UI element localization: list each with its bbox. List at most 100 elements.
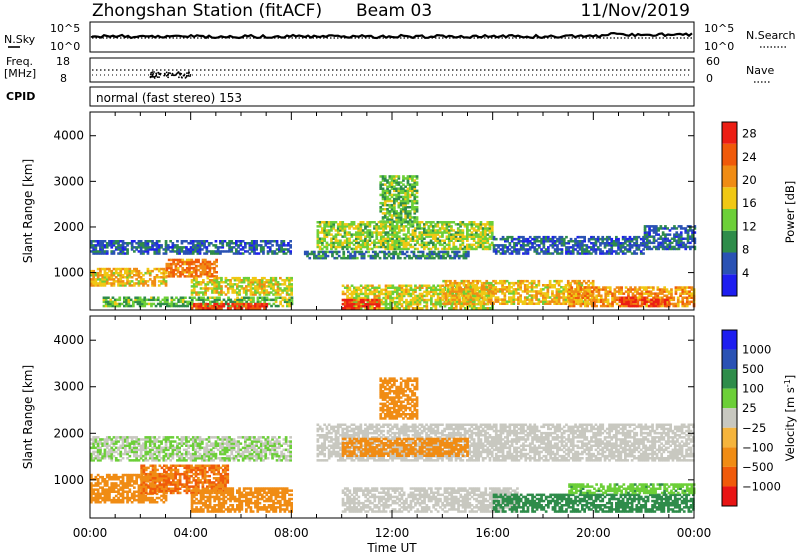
power-cell [249, 307, 253, 310]
power-cell [185, 262, 189, 266]
power-cell [408, 195, 412, 199]
power-cell [146, 271, 150, 275]
power-cell [542, 246, 546, 249]
power-cell [119, 269, 123, 273]
power-cell [479, 221, 483, 224]
power-cell [530, 290, 534, 293]
power-cell [197, 281, 201, 284]
power-cell [213, 287, 216, 290]
power-cell [117, 244, 120, 247]
power-cell [381, 197, 385, 201]
power-cell [350, 235, 354, 238]
power-cell [346, 300, 349, 304]
power-cell [402, 243, 406, 247]
power-cell [170, 273, 173, 276]
power-cell [577, 296, 580, 299]
power-cell [444, 281, 448, 285]
power-cell [457, 254, 461, 258]
power-cell [484, 233, 487, 236]
power-cell [639, 250, 643, 253]
power-cell [247, 276, 250, 280]
power-cell [211, 307, 214, 310]
freq-frame [89, 57, 695, 83]
power-cell [640, 290, 644, 293]
power-cell [661, 227, 665, 230]
power-cell [142, 280, 145, 283]
power-cell [686, 225, 690, 228]
power-cell [105, 244, 109, 247]
power-cell [356, 256, 359, 260]
power-cell [276, 281, 280, 284]
power-cell [487, 298, 491, 301]
power-cell [569, 252, 573, 255]
power-cell [425, 298, 429, 302]
power-cell [219, 252, 222, 255]
power-cell [386, 216, 389, 219]
power-cell [379, 183, 383, 186]
power-cell [450, 237, 453, 240]
power-cell [192, 285, 196, 288]
power-cell [231, 283, 235, 286]
power-cell [116, 298, 119, 302]
power-cell [652, 231, 656, 234]
power-cell [434, 290, 438, 294]
power-cell [557, 290, 561, 293]
power-cell [390, 206, 394, 209]
freq-dip-dot [155, 72, 158, 75]
freq-dip-dot [186, 72, 188, 74]
power-cell [174, 258, 178, 262]
power-cell [167, 258, 171, 262]
power-cell [398, 239, 401, 242]
power-cell [664, 235, 667, 238]
power-cell [576, 250, 580, 253]
power-cell [396, 286, 399, 289]
power-cell [249, 305, 253, 308]
nsky-panel: N.Sky 10^5 10^0 10^5 10^0 N.Search [4, 21, 796, 53]
power-cell [117, 246, 120, 249]
power-cell [411, 208, 414, 211]
power-cell [576, 246, 580, 249]
power-cell [353, 290, 356, 294]
power-cell [604, 304, 608, 308]
power-cell [432, 290, 435, 294]
power-cell [575, 292, 578, 295]
power-cell [597, 288, 601, 291]
power-cell [459, 235, 462, 238]
power-cell [681, 296, 685, 299]
power-cell [475, 223, 478, 226]
power-cell [249, 302, 253, 306]
power-cell [514, 298, 518, 301]
power-cell [388, 177, 392, 180]
power-cell [647, 294, 651, 297]
power-cell [364, 305, 367, 308]
power-cell [137, 276, 141, 279]
power-cell [461, 235, 465, 238]
power-cell [382, 223, 385, 226]
power-cell [668, 239, 672, 242]
power-cell [289, 244, 292, 247]
power-cell [206, 262, 209, 266]
power-cell [430, 300, 433, 304]
power-cell [135, 248, 138, 251]
power-cell [229, 285, 232, 288]
power-cell [228, 250, 231, 253]
power-cell [522, 248, 525, 251]
power-cell [330, 225, 333, 228]
power-cell [350, 241, 354, 245]
power-cell [418, 237, 422, 240]
power-cell [119, 248, 123, 251]
power-cell [194, 244, 197, 247]
power-cell [313, 256, 316, 260]
power-cell [189, 240, 193, 243]
power-cell [399, 185, 403, 188]
power-cell [157, 276, 161, 279]
power-cell [409, 294, 413, 298]
power-cell [251, 307, 255, 310]
power-cell [406, 201, 410, 205]
power-cell [386, 189, 389, 193]
power-cell [216, 248, 220, 251]
power-cell [341, 298, 345, 302]
power-cell [589, 281, 593, 285]
power-cell [357, 233, 360, 236]
power-cell [437, 250, 441, 254]
